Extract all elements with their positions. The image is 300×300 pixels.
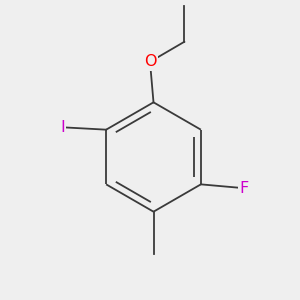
Text: F: F xyxy=(239,181,248,196)
Text: O: O xyxy=(144,54,156,69)
Text: I: I xyxy=(60,120,65,135)
